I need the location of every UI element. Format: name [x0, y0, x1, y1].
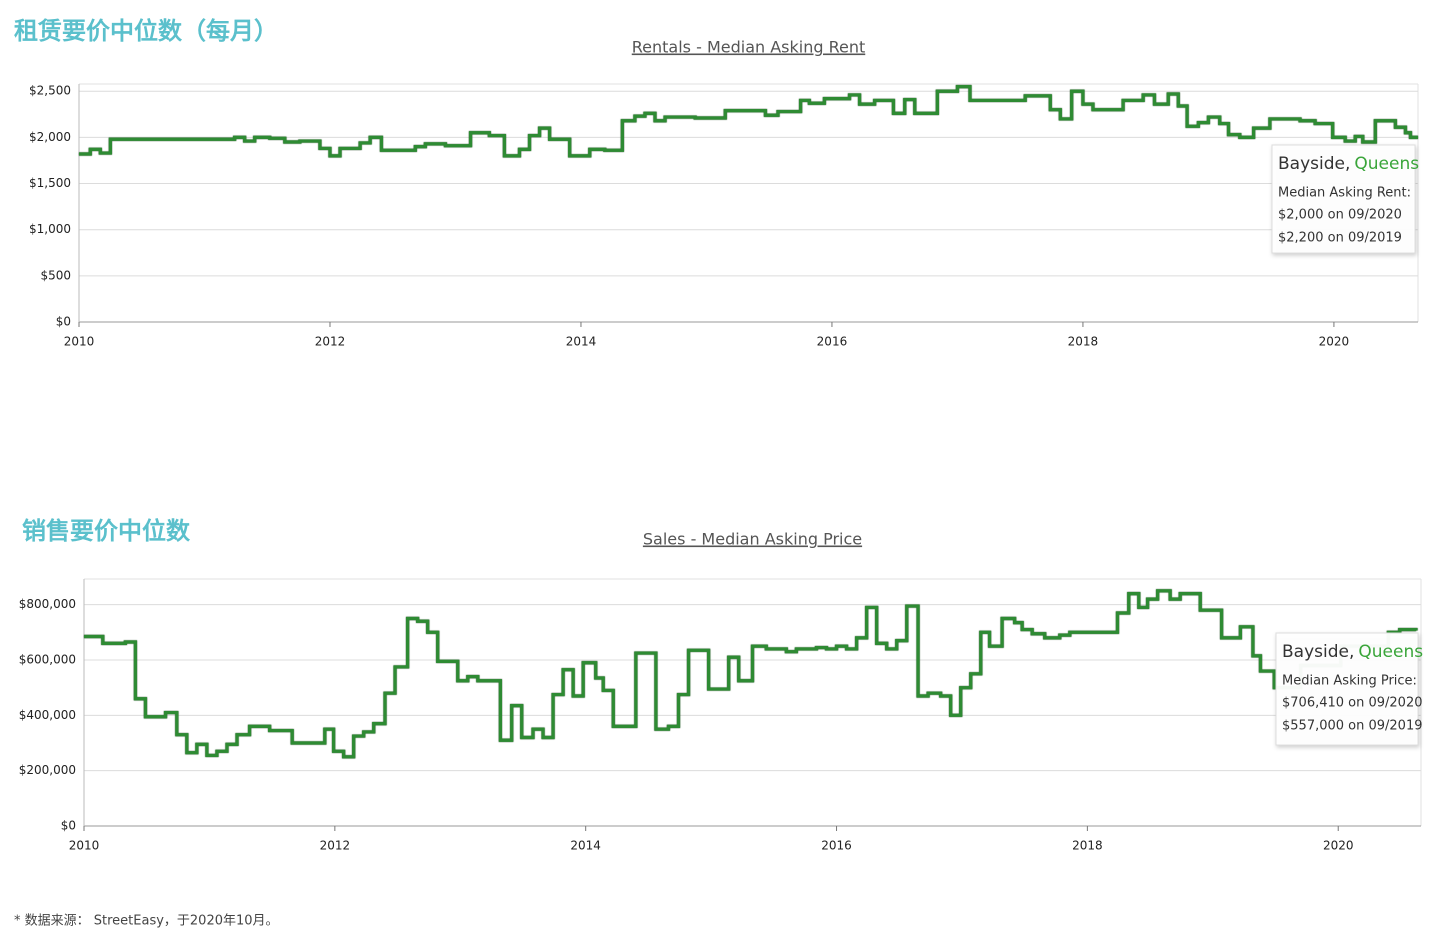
y-tick-label: $600,000: [19, 653, 76, 667]
chart-title: Sales - Median Asking Price: [643, 530, 862, 549]
tooltip-title: Bayside, Queens: [1282, 642, 1423, 662]
tooltip-borough: Queens: [1358, 642, 1423, 662]
x-tick-label: 2018: [1068, 335, 1099, 349]
x-tick-label: 2012: [320, 839, 351, 853]
section-heading: 销售要价中位数: [22, 517, 191, 545]
tooltip-line: $2,000 on 09/2020: [1278, 208, 1402, 223]
tooltip-line: $2,200 on 09/2019: [1278, 231, 1402, 246]
y-tick-label: $1,500: [29, 176, 71, 190]
y-tick-label: $2,000: [29, 130, 71, 144]
x-tick-label: 2018: [1072, 839, 1103, 853]
tooltip-label: Median Asking Rent:: [1278, 186, 1411, 201]
section-heading: 租赁要价中位数（每月）: [14, 17, 278, 45]
x-tick-label: 2016: [821, 839, 852, 853]
x-tick-label: 2010: [64, 335, 95, 349]
tooltip-place: Bayside,: [1282, 642, 1354, 662]
x-tick-label: 2012: [315, 335, 346, 349]
footnote: * 数据来源： StreetEasy，于2020年10月。: [14, 914, 279, 929]
y-tick-label: $1,000: [29, 222, 71, 236]
x-tick-label: 2020: [1323, 839, 1354, 853]
tooltip-title: Bayside, Queens: [1278, 154, 1419, 174]
x-tick-label: 2014: [566, 335, 597, 349]
y-tick-label: $500: [40, 268, 71, 282]
x-tick-label: 2016: [817, 335, 848, 349]
y-tick-label: $800,000: [19, 597, 76, 611]
tooltip-box: [1271, 144, 1416, 254]
step-line: [79, 85, 1418, 158]
y-tick-label: $400,000: [19, 708, 76, 722]
tooltip-box: [1275, 632, 1419, 746]
tooltip-line: $557,000 on 09/2019: [1282, 719, 1423, 734]
y-tick-label: $0: [56, 315, 71, 329]
y-tick-label: $200,000: [19, 763, 76, 777]
y-tick-label: $0: [61, 819, 76, 833]
tooltip-borough: Queens: [1354, 154, 1419, 174]
y-tick-label: $2,500: [29, 84, 71, 98]
x-tick-label: 2014: [570, 839, 601, 853]
chart-title: Rentals - Median Asking Rent: [632, 38, 866, 57]
x-tick-label: 2020: [1319, 335, 1350, 349]
x-tick-label: 2010: [69, 839, 100, 853]
tooltip-line: $706,410 on 09/2020: [1282, 696, 1423, 711]
tooltip-place: Bayside,: [1278, 154, 1350, 174]
step-line: [84, 589, 1418, 759]
tooltip-label: Median Asking Price:: [1282, 674, 1417, 689]
